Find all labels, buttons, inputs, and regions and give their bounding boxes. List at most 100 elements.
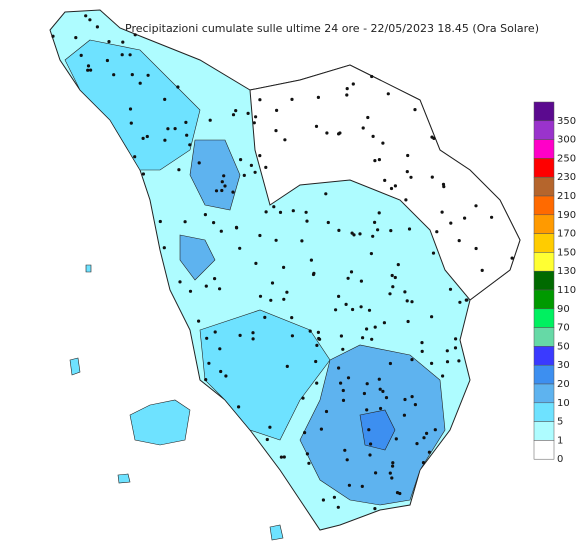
station-dot [445, 349, 449, 353]
station-dot [390, 273, 394, 278]
station-dot [282, 265, 286, 269]
station-dot [185, 133, 189, 137]
station-dot [351, 307, 355, 312]
station-dot [178, 280, 182, 284]
legend-label: 110 [557, 285, 576, 296]
legend-swatch [533, 120, 555, 140]
station-dot [332, 495, 336, 499]
station-dot [213, 277, 217, 281]
station-dot [304, 210, 308, 214]
station-dot [376, 228, 380, 232]
legend-swatch [533, 327, 555, 347]
station-dot [406, 153, 410, 158]
station-dot [326, 220, 330, 225]
station-dot [128, 53, 132, 57]
station-dot [242, 173, 246, 177]
legend-swatch [533, 421, 555, 441]
station-dot [212, 221, 216, 225]
station-dot [406, 319, 410, 324]
station-dot [365, 327, 369, 331]
station-dot [361, 126, 365, 130]
station-dot [337, 228, 341, 232]
station-dot [427, 450, 431, 454]
station-dot [377, 377, 381, 381]
station-dot [308, 329, 312, 333]
station-dot [369, 252, 373, 256]
station-dot [321, 498, 325, 502]
station-dot [138, 81, 142, 85]
station-dot [325, 131, 329, 135]
station-dot [274, 238, 278, 242]
station-dot [95, 25, 99, 29]
station-dot [430, 315, 434, 319]
station-dot [314, 124, 319, 128]
station-dot [315, 343, 319, 347]
station-dot [300, 239, 304, 243]
station-dot [389, 229, 393, 233]
station-dot [290, 97, 294, 101]
station-dot [324, 192, 328, 196]
station-dot [269, 298, 273, 302]
station-dot [377, 158, 381, 162]
station-dot [133, 33, 137, 37]
station-dot [369, 442, 373, 446]
legend-swatch [533, 440, 555, 460]
region [49, 9, 521, 541]
station-dot [309, 258, 313, 262]
station-dot [218, 347, 222, 351]
legend-label: 5 [557, 417, 563, 428]
station-dot [252, 121, 256, 125]
station-dot [435, 230, 439, 234]
station-dot [282, 297, 286, 301]
station-dot [370, 74, 374, 79]
station-dot [440, 210, 444, 214]
station-dot [403, 397, 407, 402]
station-dot [383, 178, 387, 182]
station-dot [305, 452, 309, 456]
station-dot [213, 330, 217, 334]
station-dot [88, 18, 92, 22]
station-dot [275, 108, 279, 112]
station-dot [204, 378, 208, 382]
station-dot [454, 337, 458, 341]
station-dot [433, 428, 437, 432]
station-dot [359, 279, 363, 283]
station-dot [394, 437, 398, 441]
station-dot [129, 121, 133, 125]
station-dot [409, 175, 413, 179]
station-dot [291, 209, 295, 213]
station-dot [219, 229, 223, 233]
legend-label: 130 [557, 266, 576, 277]
station-dot [74, 36, 78, 40]
station-dot [290, 334, 294, 338]
legend-label: 70 [557, 323, 570, 334]
station-dot [51, 34, 55, 38]
station-dot [374, 471, 378, 475]
station-dot [377, 211, 381, 215]
legend-swatch [533, 383, 555, 404]
station-dot [358, 232, 362, 236]
station-dot [413, 108, 417, 112]
station-dot [373, 325, 377, 329]
station-dot [341, 398, 346, 402]
station-dot [145, 134, 149, 139]
legend-label: 250 [557, 153, 576, 164]
station-dot [334, 308, 338, 312]
station-dot [388, 471, 392, 475]
station-dot [235, 226, 239, 230]
station-dot [312, 271, 316, 275]
station-dot [315, 381, 319, 385]
station-dot [163, 97, 167, 101]
station-dot [163, 138, 167, 142]
station-dot [307, 461, 311, 465]
station-dot [393, 184, 397, 188]
station-dot [430, 361, 434, 365]
station-dot [410, 395, 414, 399]
station-dot [162, 246, 166, 250]
legend-swatch [533, 139, 555, 159]
station-dot [345, 87, 349, 91]
station-dot [365, 382, 369, 386]
station-dot [208, 118, 212, 122]
station-dot [224, 374, 228, 378]
